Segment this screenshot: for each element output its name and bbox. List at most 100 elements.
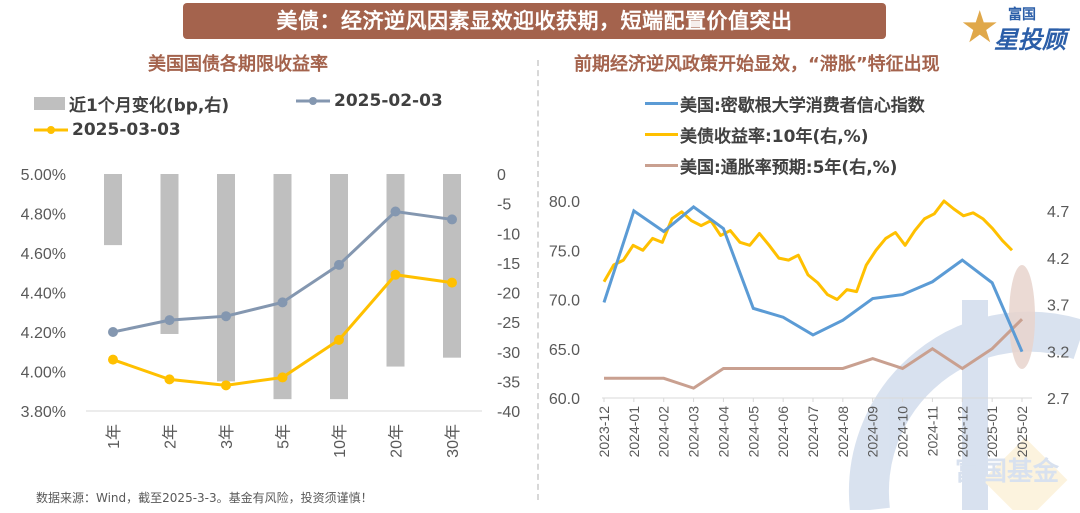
series-point <box>390 206 401 217</box>
series-line-yield-10y <box>602 199 1014 301</box>
y-right-tick: -35 <box>497 374 520 391</box>
y-right-tick: 3.2 <box>1047 344 1069 361</box>
bar-change-10年 <box>330 174 348 400</box>
x-tick-label: 2024-08 <box>835 406 851 458</box>
y-right-tick: 3.7 <box>1047 298 1069 315</box>
star-icon: ★ <box>960 3 1000 52</box>
y-right-tick: -20 <box>497 286 520 303</box>
x-tick-label: 2024-02 <box>656 406 672 458</box>
brand-logo: ★ 富国 星投顾 <box>960 2 1078 58</box>
x-tick-label: 5年 <box>275 424 293 449</box>
x-tick-label: 3年 <box>218 424 236 449</box>
legend-item-yield10y: 美债收益率:10年(右,%) <box>645 122 869 147</box>
x-tick-label: 2024-10 <box>895 406 911 458</box>
y-left-tick: 80.0 <box>549 194 580 211</box>
legend-sentiment-swatch <box>645 102 678 105</box>
legend-inflation-label: 美国:通胀率预期:5年(右,%) <box>680 158 898 178</box>
legend-bar-label: 近1个月变化(bp,右) <box>69 96 230 116</box>
x-tick-label: 20年 <box>388 424 406 458</box>
series-point <box>390 269 401 280</box>
series-point <box>447 214 457 225</box>
x-tick-label: 2025-02 <box>1014 406 1030 458</box>
panel-divider <box>537 60 539 500</box>
x-tick-label: 2025-01 <box>984 406 1000 458</box>
series-point <box>221 380 231 391</box>
legend-feb-swatch <box>296 97 330 105</box>
y-left-tick: 4.00% <box>21 365 66 382</box>
left-chart: 5.00% 4.80% 4.60% 4.40% 4.20% 4.00% 3.80% 0 -5 -… <box>21 167 521 458</box>
x-tick-label: 2024-06 <box>775 406 791 458</box>
y-left-tick: 4.20% <box>21 325 66 342</box>
logo-line1: 富国 <box>1008 7 1036 23</box>
y-left-tick: 60.0 <box>549 391 580 408</box>
x-tick-label: 2024-11 <box>924 406 940 457</box>
legend-mar-swatch <box>34 126 68 134</box>
legend-item-feb: 2025-02-03 <box>296 91 443 111</box>
x-tick-label: 2024-09 <box>865 406 881 458</box>
legend-inflation-swatch <box>645 164 678 167</box>
series-point <box>108 327 118 337</box>
y-left-tick: 75.0 <box>549 243 580 260</box>
x-tick-label: 2024-03 <box>686 406 702 458</box>
y-left-tick: 4.60% <box>21 246 66 263</box>
series-point <box>447 277 457 288</box>
y-right-tick: -10 <box>497 226 520 243</box>
right-chart: 富国基金 80.0 75.0 70.0 65.0 60.0 4.7 4.2 3.7 3.2 2.… <box>549 194 1080 510</box>
left-chart-title: 美国国债各期限收益率 <box>148 54 328 75</box>
x-tick-label: 2024-04 <box>715 406 731 458</box>
y-left-tick: 70.0 <box>549 293 580 310</box>
y-left-tick: 3.80% <box>21 404 66 421</box>
y-left-tick: 65.0 <box>549 342 580 359</box>
legend-feb-label: 2025-02-03 <box>334 91 443 111</box>
series-point <box>334 334 344 345</box>
x-tick-label: 2024-12 <box>954 406 970 458</box>
x-tick-label: 2年 <box>162 424 180 449</box>
series-line-consumer-sentiment <box>602 205 1024 353</box>
legend-mar-label: 2025-03-03 <box>72 120 181 140</box>
x-tick-label: 30年 <box>444 424 462 458</box>
bar-change-1年 <box>104 174 122 246</box>
y-right-tick: 2.7 <box>1047 391 1069 408</box>
series-point <box>164 315 175 326</box>
highlight-ellipse <box>1009 265 1035 369</box>
right-chart-title: 前期经济逆风政策开始显效，“滞胀”特征出现 <box>574 54 940 75</box>
y-left-tick: 4.40% <box>21 286 66 303</box>
y-right-tick: 4.7 <box>1047 204 1069 221</box>
bar-change-2年 <box>160 174 179 334</box>
legend-item-mar: 2025-03-03 <box>34 120 181 140</box>
y-right-tick: 0 <box>497 167 506 184</box>
x-tick-label: 10年 <box>331 424 349 458</box>
y-left-tick: 4.80% <box>21 207 66 224</box>
bar-change-30年 <box>443 174 461 358</box>
series-point <box>164 374 175 385</box>
y-left-tick: 5.00% <box>21 167 66 184</box>
series-point <box>108 354 118 365</box>
x-tick-label: 1年 <box>105 424 123 449</box>
y-right-tick: -15 <box>497 256 520 273</box>
logo-line2: 星投顾 <box>994 26 1066 54</box>
footer-source-note: 数据来源：Wind，截至2025-3-3。基金有风险，投资须谨慎！ <box>36 491 373 505</box>
x-tick-label: 2024-05 <box>745 406 761 458</box>
series-line-inflation-5y <box>604 318 1024 390</box>
legend-item-bar: 近1个月变化(bp,右) <box>34 91 229 116</box>
series-point <box>334 259 344 270</box>
watermark-text: 富国基金 <box>955 456 1060 486</box>
series-point <box>277 372 288 383</box>
bar-change-3年 <box>217 174 235 382</box>
series-point <box>221 311 231 322</box>
y-right-tick: -30 <box>497 345 520 362</box>
x-tick-label: 2024-01 <box>626 406 642 458</box>
y-right-tick: 4.2 <box>1047 251 1069 268</box>
legend-sentiment-label: 美国:密歇根大学消费者信心指数 <box>680 96 925 116</box>
legend-yield10y-swatch <box>645 133 678 136</box>
x-tick-label: 2024-07 <box>805 406 821 458</box>
legend-item-sentiment: 美国:密歇根大学消费者信心指数 <box>645 91 925 116</box>
y-right-tick: -40 <box>497 404 520 421</box>
y-right-tick: -5 <box>497 197 511 214</box>
series-point <box>277 297 288 308</box>
x-tick-label: 2023-12 <box>596 406 612 458</box>
legend-bar-swatch <box>34 97 65 110</box>
y-right-tick: -25 <box>497 315 520 332</box>
legend-item-inflation: 美国:通胀率预期:5年(右,%) <box>645 153 897 178</box>
page-banner-title: 美债：经济逆风因素显效迎收获期，短端配置价值突出 <box>183 3 886 39</box>
